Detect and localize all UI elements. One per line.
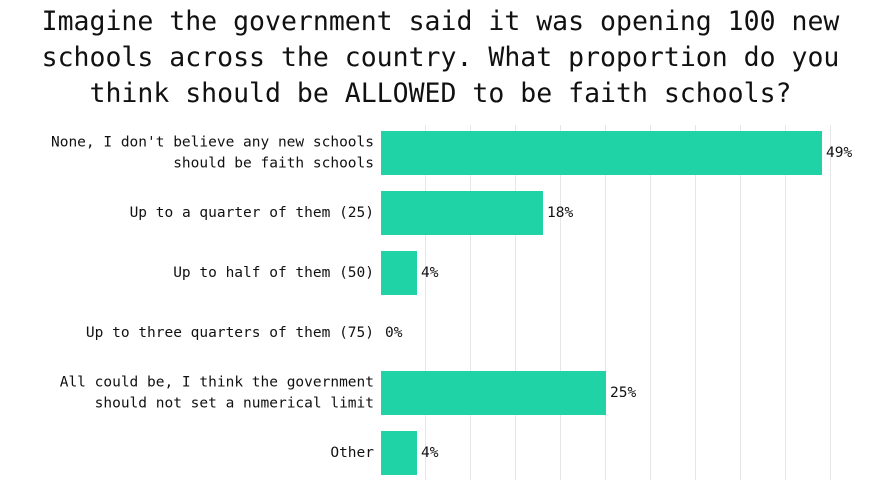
bar — [381, 131, 822, 175]
category-label: All could be, I think the government — [60, 375, 374, 391]
chart-title: Imagine the government said it was openi… — [0, 4, 881, 112]
data-label: 4% — [421, 445, 439, 461]
chart-title-line-3: think should be ALLOWED to be faith scho… — [89, 78, 792, 109]
data-label: 18% — [547, 205, 573, 221]
category-label: should not set a numerical limit — [95, 396, 374, 412]
category-label: None, I don't believe any new schools — [51, 135, 374, 151]
bar — [381, 431, 417, 475]
category-label: should be faith schools — [173, 156, 374, 172]
bar — [381, 251, 417, 295]
data-label: 0% — [385, 325, 403, 341]
bar — [381, 191, 543, 235]
data-label: 49% — [826, 145, 852, 161]
data-label: 25% — [610, 385, 636, 401]
category-label: Up to a quarter of them (25) — [130, 205, 374, 221]
category-label: Other — [330, 445, 374, 461]
bar — [381, 371, 606, 415]
category-label: Up to three quarters of them (75) — [86, 325, 374, 341]
category-label: Up to half of them (50) — [173, 265, 374, 281]
data-label: 4% — [421, 265, 439, 281]
chart-title-line-2: schools across the country. What proport… — [41, 42, 840, 73]
chart-title-line-1: Imagine the government said it was openi… — [41, 6, 840, 37]
